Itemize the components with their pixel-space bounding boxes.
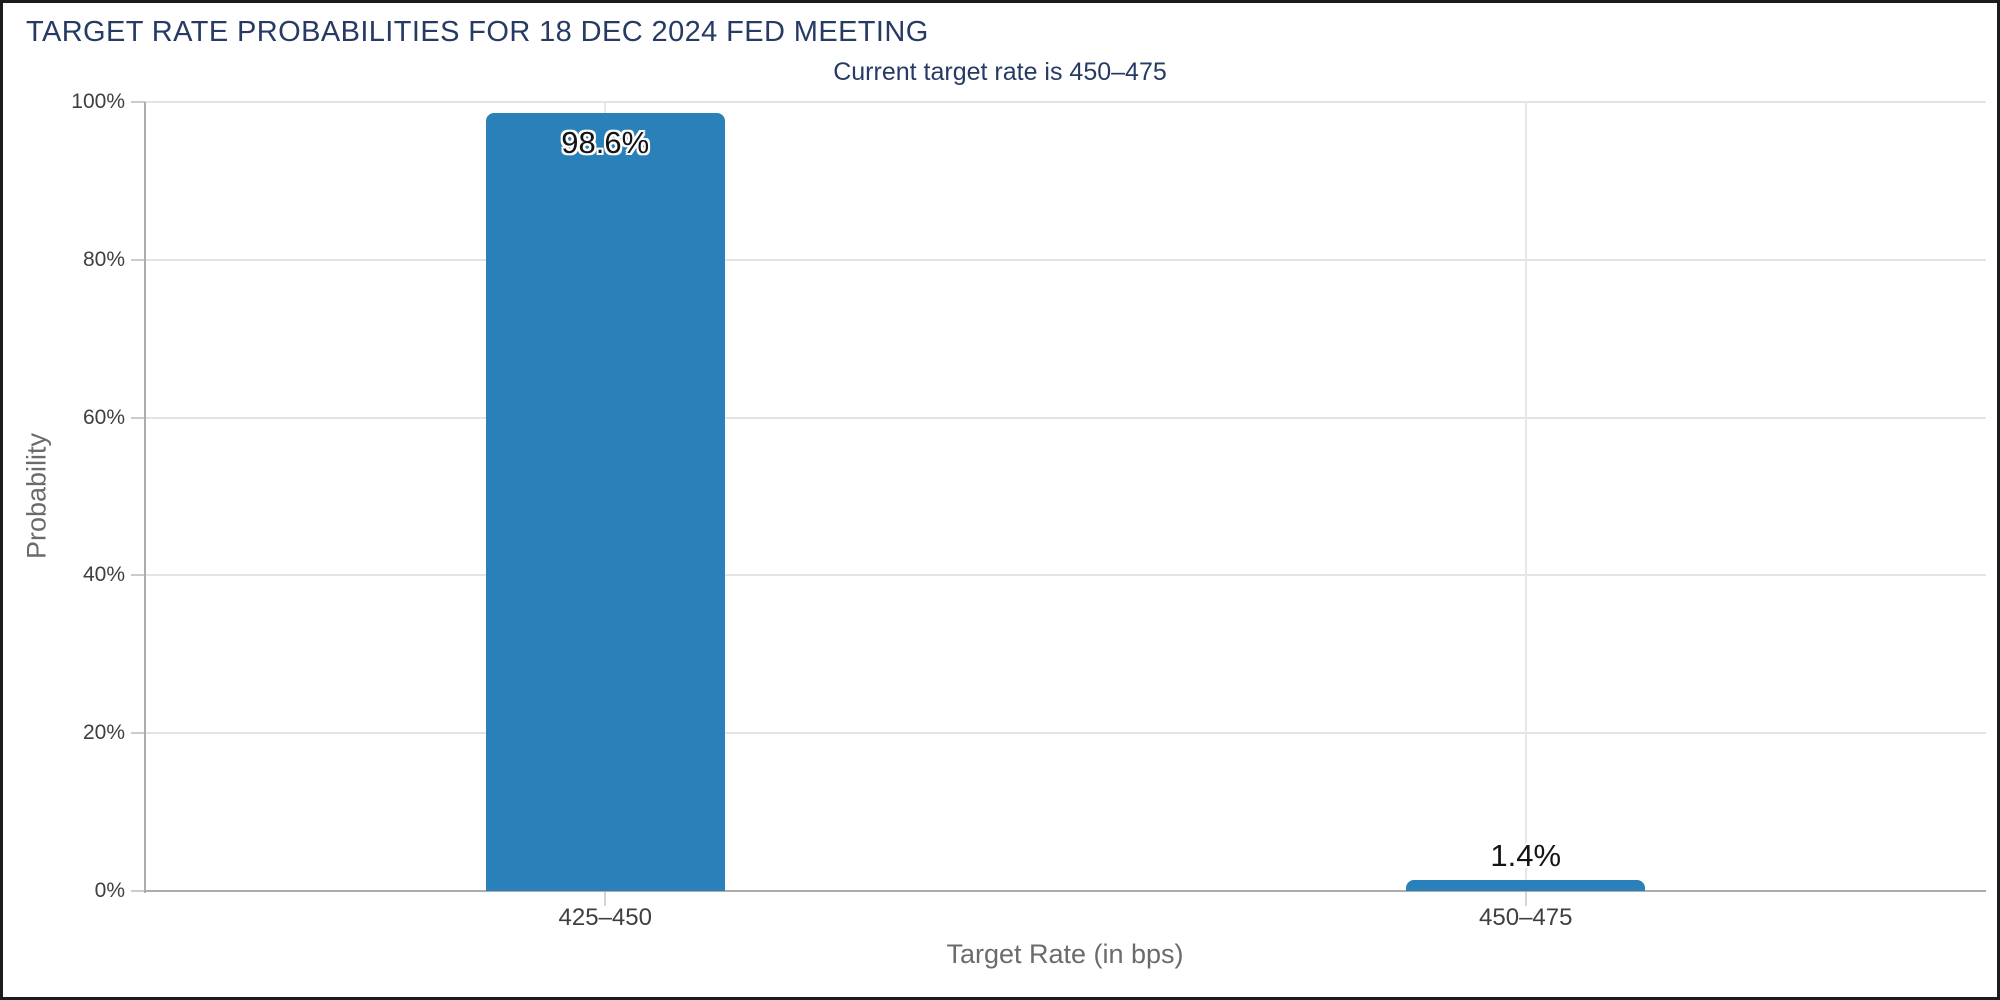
- y-tick-mark: [131, 416, 145, 419]
- bar-value-label: 98.6%: [561, 125, 650, 161]
- y-tick-label: 80%: [82, 247, 125, 271]
- x-tick-label: 425–450: [558, 904, 652, 931]
- y-gridline: [145, 258, 1986, 261]
- y-gridline: [145, 732, 1986, 735]
- x-axis-line: [145, 890, 1986, 892]
- x-axis-title: Target Rate (in bps): [946, 939, 1184, 969]
- chart-subtitle: Current target rate is 450–475: [833, 58, 1167, 86]
- y-tick-mark: [131, 574, 145, 577]
- bar-value-label: 1.4%: [1490, 837, 1562, 873]
- x-tick-label: 450–475: [1479, 904, 1573, 931]
- y-tick-label: 0%: [94, 879, 125, 902]
- bar-425-450[interactable]: [485, 113, 725, 891]
- y-tick-label: 20%: [82, 721, 125, 745]
- x-tick-mark: [1524, 891, 1527, 906]
- y-tick-label: 40%: [82, 563, 125, 587]
- y-tick-label: 60%: [82, 405, 125, 429]
- y-tick-mark: [131, 890, 145, 892]
- y-gridline: [145, 101, 1986, 103]
- y-tick-mark: [131, 258, 145, 261]
- x-tick-mark: [604, 891, 607, 906]
- y-tick-label: 100%: [71, 90, 125, 113]
- plot-area: 0% 20% 40% 60% 80% 100% 425–450 450–475 98.6% 1.4…: [3, 3, 1997, 997]
- y-gridline: [145, 574, 1986, 577]
- bar-450-475[interactable]: [1406, 879, 1646, 891]
- y-tick-mark: [131, 101, 145, 103]
- category-gridline: [1524, 102, 1527, 891]
- y-gridline: [145, 416, 1986, 419]
- y-tick-mark: [131, 732, 145, 735]
- chart-title: TARGET RATE PROBABILITIES FOR 18 DEC 202…: [26, 16, 929, 48]
- y-axis-line: [144, 102, 146, 893]
- y-axis-title: Probability: [21, 432, 52, 560]
